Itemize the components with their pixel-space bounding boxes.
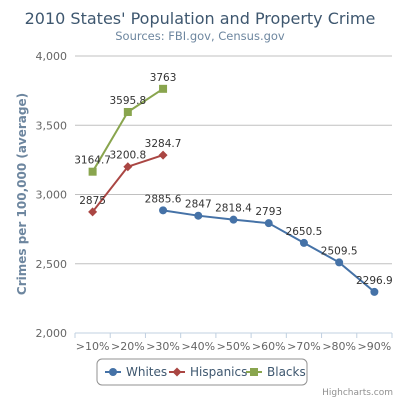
legend-label: Hispanics <box>190 365 247 379</box>
data-point-blacks[interactable] <box>123 107 132 116</box>
legend-item-hispanics[interactable]: Hispanics <box>169 365 247 379</box>
data-label-whites: 2818.4 <box>215 203 252 215</box>
legend-square-icon <box>250 368 258 376</box>
chart-subtitle: Sources: FBI.gov, Census.gov <box>115 29 285 43</box>
legend: Whites Hispanics Blacks <box>105 365 306 379</box>
x-tick-label: >50% <box>217 340 251 353</box>
data-point-whites[interactable] <box>370 287 379 296</box>
x-tick-label: >70% <box>287 340 321 353</box>
data-point-blacks[interactable] <box>159 84 168 93</box>
data-label-blacks: 3595.8 <box>109 95 146 107</box>
data-label-whites: 2847 <box>185 199 212 211</box>
data-label-blacks: 3164.7 <box>74 155 111 167</box>
x-tick-label: >20% <box>111 340 145 353</box>
y-axis-ticks: 2,000 2,500 3,000 3,500 4,000 <box>36 50 68 340</box>
data-label-hispanics: 3200.8 <box>109 150 146 162</box>
data-label-whites: 2885.6 <box>145 193 182 205</box>
x-tick-label: >90% <box>358 340 392 353</box>
y-tick-label: 3,500 <box>36 119 68 132</box>
y-tick-label: 2,500 <box>36 258 68 271</box>
legend-box <box>96 358 308 386</box>
data-label-blacks: 3763 <box>150 72 177 84</box>
legend-item-whites[interactable]: Whites <box>105 365 167 379</box>
chart-title: 2010 States' Population and Property Cri… <box>25 9 376 28</box>
legend-circle-icon <box>109 368 117 376</box>
data-point-blacks[interactable] <box>88 167 97 176</box>
x-tick-label: >30% <box>146 340 180 353</box>
x-tick-label: >10% <box>76 340 110 353</box>
y-tick-label: 4,000 <box>36 50 68 63</box>
x-tick-label: >40% <box>181 340 215 353</box>
data-point-whites[interactable] <box>194 211 203 220</box>
data-point-whites[interactable] <box>264 219 273 228</box>
data-point-whites[interactable] <box>229 215 238 224</box>
data-point-hispanics[interactable] <box>88 207 98 217</box>
legend-diamond-icon <box>172 367 182 377</box>
credits-link[interactable]: Highcharts.com <box>322 388 393 398</box>
data-point-whites[interactable] <box>299 238 308 247</box>
data-label-whites: 2793 <box>255 206 282 218</box>
data-point-hispanics[interactable] <box>158 150 168 160</box>
x-axis-ticks: >10% >20% >30% >40% >50% >60% >70% >80% >90% <box>74 333 393 353</box>
x-tick-label: >60% <box>252 340 286 353</box>
data-label-hispanics: 2875 <box>79 195 106 207</box>
data-point-whites[interactable] <box>335 258 344 267</box>
y-axis-title: Crimes per 100,000 (average) <box>15 93 29 295</box>
legend-label: Blacks <box>267 365 306 379</box>
data-label-whites: 2296.9 <box>356 275 393 287</box>
y-tick-label: 2,000 <box>36 327 68 340</box>
legend-label: Whites <box>126 365 167 379</box>
data-label-whites: 2509.5 <box>321 245 358 257</box>
data-point-whites[interactable] <box>159 206 168 215</box>
data-point-hispanics[interactable] <box>123 162 133 172</box>
data-labels: 2885.6 2847 2818.4 2793 2650.5 2509.5 2296.9 28… <box>74 72 393 287</box>
data-label-hispanics: 3284.7 <box>145 138 182 150</box>
x-tick-label: >80% <box>322 340 356 353</box>
data-label-whites: 2650.5 <box>286 226 323 238</box>
legend-item-blacks[interactable]: Blacks <box>246 365 306 379</box>
y-tick-label: 3,000 <box>36 189 68 202</box>
series-group <box>88 84 379 296</box>
